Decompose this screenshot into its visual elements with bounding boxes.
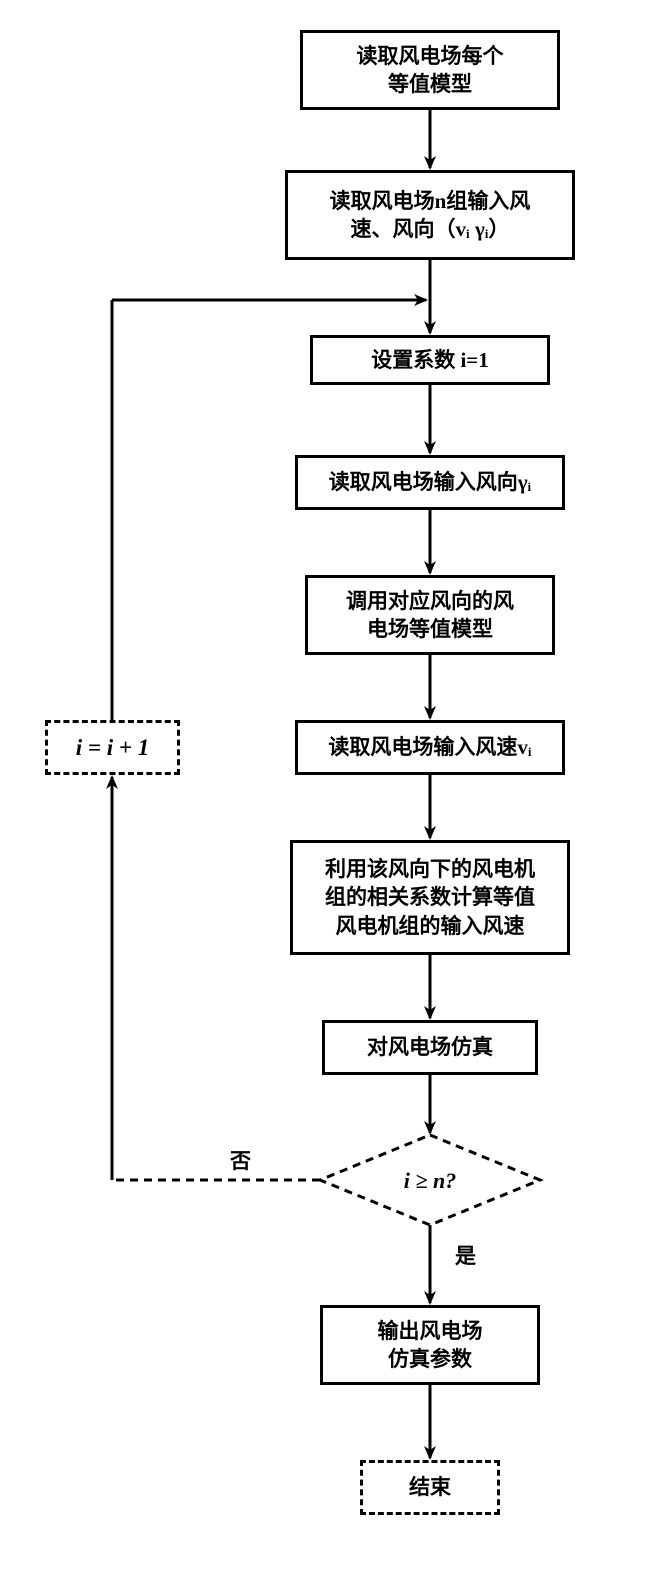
- node-increment: i = i + 1: [45, 720, 180, 775]
- node-read-v: 读取风电场输入风速vᵢ: [295, 720, 565, 775]
- n5-line1: 调用对应风向的风: [346, 589, 514, 613]
- n9-line2: 仿真参数: [388, 1347, 472, 1371]
- inc-text: i = i + 1: [76, 732, 150, 763]
- node-call-model: 调用对应风向的风 电场等值模型: [305, 575, 555, 655]
- n7-line1: 利用该风向下的风电机: [325, 857, 535, 881]
- n6-text: 读取风电场输入风速vᵢ: [328, 733, 531, 761]
- n10-text: 结束: [409, 1473, 451, 1501]
- decision-text: i ≥ n?: [404, 1168, 456, 1193]
- n3-text: 设置系数 i=1: [371, 346, 489, 374]
- node-set-i: 设置系数 i=1: [310, 335, 550, 385]
- n9-line1: 输出风电场: [378, 1319, 483, 1343]
- node-read-n-groups: 读取风电场n组输入风 速、风向（vᵢ γᵢ）: [285, 170, 575, 260]
- n4-text: 读取风电场输入风向γᵢ: [329, 468, 532, 496]
- label-no: 否: [230, 1145, 251, 1175]
- node-output: 输出风电场 仿真参数: [320, 1305, 540, 1385]
- node-read-models: 读取风电场每个 等值模型: [300, 30, 560, 110]
- n1-line1: 读取风电场每个: [357, 44, 504, 68]
- node-simulate: 对风电场仿真: [322, 1020, 538, 1075]
- n7-line3: 风电机组的输入风速: [336, 914, 525, 938]
- node-read-gamma: 读取风电场输入风向γᵢ: [295, 455, 565, 510]
- node-calc-equiv: 利用该风向下的风电机 组的相关系数计算等值 风电机组的输入风速: [290, 840, 570, 955]
- node-end: 结束: [360, 1460, 500, 1515]
- label-yes: 是: [455, 1240, 476, 1270]
- n1-line2: 等值模型: [388, 72, 472, 96]
- n2-line2: 速、风向（vᵢ γᵢ）: [350, 217, 509, 241]
- decision-diamond: [320, 1135, 540, 1225]
- n8-text: 对风电场仿真: [367, 1033, 493, 1061]
- n5-line2: 电场等值模型: [367, 617, 493, 641]
- n2-line1: 读取风电场n组输入风: [330, 189, 531, 213]
- n7-line2: 组的相关系数计算等值: [325, 885, 535, 909]
